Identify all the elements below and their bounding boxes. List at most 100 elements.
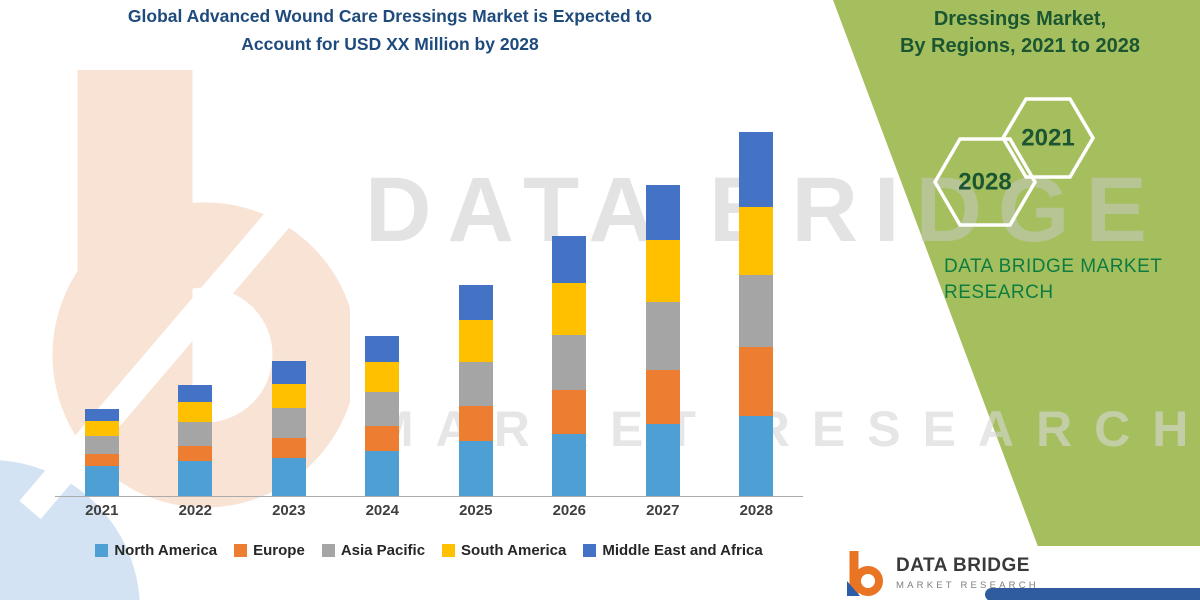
bar-segment-2022 bbox=[178, 402, 213, 423]
title-line-2: Account for USD XX Million by 2028 bbox=[241, 34, 539, 54]
bar-segment-2023 bbox=[271, 360, 306, 384]
bar-segment-2026 bbox=[552, 283, 587, 335]
footer-brand-text: DATA BRIDGE MARKET RESEARCH bbox=[896, 555, 1039, 591]
bar-2021 bbox=[84, 409, 119, 496]
legend-label: North America bbox=[114, 542, 218, 559]
x-axis-label-2026: 2026 bbox=[552, 502, 586, 519]
bar-segment-2021 bbox=[84, 421, 119, 437]
hexagon-2021-label: 2021 bbox=[1021, 125, 1074, 152]
bar-slot-2025 bbox=[429, 285, 523, 496]
bar-segment-2027 bbox=[645, 301, 680, 370]
bar-segment-2027 bbox=[645, 240, 680, 302]
legend-swatch bbox=[442, 544, 456, 557]
legend-label: Asia Pacific bbox=[340, 542, 426, 559]
x-axis-label-2021: 2021 bbox=[85, 502, 119, 519]
bar-segment-2024 bbox=[365, 426, 400, 452]
side-panel-brand: DATA BRIDGE MARKET RESEARCH bbox=[944, 254, 1162, 306]
x-axis-label-2023: 2023 bbox=[272, 502, 306, 519]
bar-slot-2028 bbox=[710, 131, 804, 496]
bar-segment-2022 bbox=[178, 461, 213, 496]
page-title: Global Advanced Wound Care Dressings Mar… bbox=[40, 2, 740, 58]
bar-segment-2023 bbox=[271, 383, 306, 409]
legend-swatch bbox=[234, 544, 248, 557]
side-panel-brand-line-1: DATA BRIDGE MARKET bbox=[944, 256, 1163, 277]
x-axis-label-2027: 2027 bbox=[646, 502, 680, 519]
bar-2025 bbox=[458, 285, 493, 496]
bar-2027 bbox=[645, 184, 680, 496]
legend-swatch bbox=[583, 544, 597, 557]
legend-label: Europe bbox=[253, 542, 305, 559]
legend-item: Middle East and Africa bbox=[583, 542, 763, 559]
hexagon-2021 bbox=[1000, 97, 1096, 179]
bar-segment-2023 bbox=[271, 458, 306, 496]
bar-segment-2028 bbox=[739, 131, 774, 208]
bar-segment-2026 bbox=[552, 334, 587, 390]
hexagon-2028-label: 2028 bbox=[958, 169, 1011, 196]
footer-brand-subtitle: MARKET RESEARCH bbox=[896, 580, 1039, 591]
bar-segment-2022 bbox=[178, 384, 213, 403]
bar-slot-2024 bbox=[336, 335, 430, 496]
bar-segment-2028 bbox=[739, 346, 774, 417]
bar-segment-2021 bbox=[84, 454, 119, 467]
bar-segment-2027 bbox=[645, 424, 680, 496]
bar-segment-2022 bbox=[178, 446, 213, 462]
hexagon-2028 bbox=[932, 137, 1038, 227]
bar-2028 bbox=[739, 131, 774, 496]
chart: 2021 2022 2023 2024 2025 2026 2027 2028 North A… bbox=[55, 88, 803, 559]
bar-2024 bbox=[365, 335, 400, 496]
bar-segment-2023 bbox=[271, 438, 306, 459]
chart-x-labels: 2021 2022 2023 2024 2025 2026 2027 2028 bbox=[55, 502, 803, 519]
bar-segment-2025 bbox=[458, 406, 493, 442]
bar-segment-2028 bbox=[739, 207, 774, 276]
chart-legend: North America Europe Asia Pacific South Ame… bbox=[55, 542, 803, 559]
bar-segment-2025 bbox=[458, 285, 493, 320]
x-axis-label-2028: 2028 bbox=[739, 502, 773, 519]
legend-item: South America bbox=[442, 542, 566, 559]
bar-slot-2026 bbox=[523, 236, 617, 496]
bar-slot-2022 bbox=[149, 384, 243, 496]
bar-segment-2021 bbox=[84, 409, 119, 422]
title-line-1: Global Advanced Wound Care Dressings Mar… bbox=[127, 6, 653, 26]
side-panel-heading: Dressings Market, By Regions, 2021 to 20… bbox=[860, 6, 1180, 60]
bar-segment-2024 bbox=[365, 451, 400, 496]
bar-segment-2028 bbox=[739, 275, 774, 347]
bar-segment-2026 bbox=[552, 389, 587, 435]
bar-segment-2026 bbox=[552, 434, 587, 496]
bar-segment-2024 bbox=[365, 335, 400, 362]
x-axis-label-2024: 2024 bbox=[365, 502, 399, 519]
legend-label: Middle East and Africa bbox=[602, 542, 763, 559]
bar-segment-2021 bbox=[84, 436, 119, 455]
bar-segment-2026 bbox=[552, 236, 587, 284]
legend-swatch bbox=[95, 544, 109, 557]
bar-segment-2024 bbox=[365, 391, 400, 427]
legend-item: Asia Pacific bbox=[321, 542, 426, 559]
bar-segment-2025 bbox=[458, 441, 493, 496]
bar-segment-2023 bbox=[271, 408, 306, 439]
x-axis-label-2025: 2025 bbox=[459, 502, 493, 519]
bar-segment-2021 bbox=[84, 466, 119, 496]
bar-segment-2028 bbox=[739, 416, 774, 496]
chart-plot bbox=[55, 88, 803, 497]
bar-2023 bbox=[271, 360, 306, 496]
bar-2026 bbox=[552, 236, 587, 496]
bar-slot-2027 bbox=[616, 184, 710, 496]
bar-slot-2021 bbox=[55, 409, 149, 496]
legend-item: North America bbox=[95, 542, 217, 559]
legend-swatch bbox=[321, 544, 335, 557]
bar-2022 bbox=[178, 384, 213, 496]
footer-brand-name: DATA BRIDGE bbox=[896, 555, 1030, 576]
hexagon-badges: 2028 2021 bbox=[932, 97, 1096, 227]
bar-segment-2025 bbox=[458, 319, 493, 362]
x-axis-label-2022: 2022 bbox=[178, 502, 212, 519]
bar-segment-2022 bbox=[178, 422, 213, 447]
bar-segment-2027 bbox=[645, 369, 680, 425]
bar-slot-2023 bbox=[242, 360, 336, 496]
legend-label: South America bbox=[461, 542, 567, 559]
footer-blue-bar bbox=[985, 588, 1200, 600]
bar-segment-2025 bbox=[458, 361, 493, 407]
bar-segment-2024 bbox=[365, 361, 400, 392]
side-panel-heading-line-1: Dressings Market, bbox=[933, 8, 1107, 30]
bar-segment-2027 bbox=[645, 184, 680, 241]
legend-item: Europe bbox=[234, 542, 305, 559]
